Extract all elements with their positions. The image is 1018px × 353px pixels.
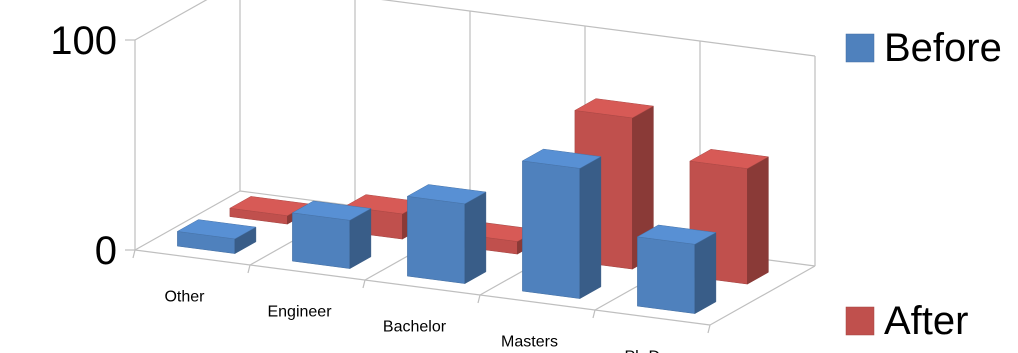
x-tick-label: Bachelor: [383, 319, 447, 336]
bar-top-face: [574, 98, 655, 119]
x-axis: [134, 249, 711, 326]
bar-front-face: [637, 236, 696, 314]
side-wall-top: [134, 0, 208, 41]
gridline-top: [381, 0, 816, 57]
bar-side-face: [579, 156, 602, 300]
bar-top-face: [636, 224, 717, 245]
bar-side-face: [747, 156, 769, 285]
legend-item-after: After: [845, 299, 968, 343]
legend-swatch: [845, 33, 875, 63]
bar-before-engineer: [291, 200, 372, 270]
bar-side-face: [694, 232, 717, 315]
bar-top-face: [176, 219, 257, 240]
x-tick-label: Ph.D.: [624, 349, 664, 353]
x-tick: [247, 264, 251, 274]
legend-label: Before: [884, 26, 1002, 70]
floor-left-edge: [134, 190, 241, 251]
bar-front-face: [407, 196, 466, 284]
bar-before-other: [176, 219, 257, 255]
axes: [125, 0, 711, 334]
bar-top-face: [521, 148, 602, 169]
legend-item-before: Before: [845, 26, 1002, 70]
bar-top-face: [291, 200, 372, 221]
bar-front-face: [522, 160, 581, 299]
bar-front-face: [292, 212, 351, 269]
bars: [176, 98, 770, 315]
legend-label: After: [884, 299, 968, 343]
labels: 0 100 Other Engineer Bachelor Masters Ph.D.: [50, 19, 664, 353]
x-tick: [477, 294, 481, 304]
bar-side-face: [464, 191, 487, 285]
x-tick-label: Other: [164, 289, 205, 306]
x-tick: [132, 249, 136, 259]
bar-before-masters: [521, 148, 602, 300]
bar-before-bachelor: [406, 184, 487, 285]
bar-before-phd: [636, 224, 717, 315]
floor-right-edge: [709, 265, 816, 326]
x-tick: [707, 324, 711, 334]
x-tick-label: Engineer: [267, 304, 332, 321]
x-tick-label: Masters: [501, 334, 558, 351]
y-tick-label: 0: [95, 229, 117, 273]
x-tick: [362, 279, 366, 289]
y-tick-label: 100: [50, 19, 117, 63]
legend-swatch: [845, 306, 875, 336]
bar-top-face: [406, 184, 487, 205]
x-tick: [592, 309, 596, 319]
bar-top-face: [689, 149, 770, 169]
legend: Before After: [845, 26, 1002, 343]
